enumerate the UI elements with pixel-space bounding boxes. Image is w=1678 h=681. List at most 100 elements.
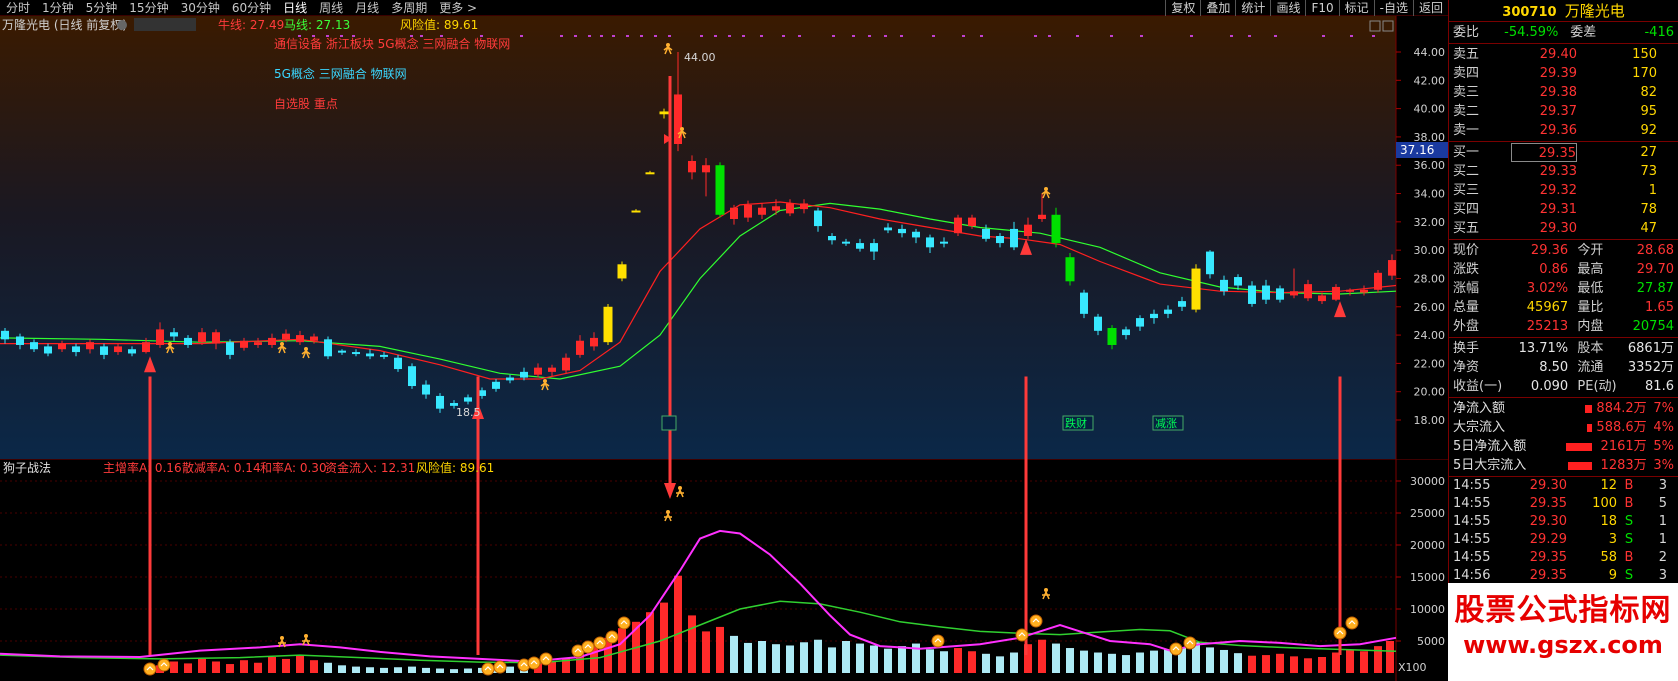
gold-coin-icon xyxy=(539,652,553,666)
candle-body xyxy=(996,236,1004,244)
candle-body xyxy=(1122,329,1130,336)
tab-30min[interactable]: 30分钟 xyxy=(180,0,220,15)
tick-side: S xyxy=(1624,514,1634,529)
blurred-label xyxy=(134,18,196,31)
restore-icon[interactable] xyxy=(1369,20,1381,32)
buy-level-volume: 27 xyxy=(1640,145,1657,160)
tab-60min[interactable]: 60分钟 xyxy=(231,0,272,15)
price-tick-label: 40.00 xyxy=(1414,103,1446,116)
tick-side: S xyxy=(1624,568,1634,583)
tab-fenshi[interactable]: 分时 xyxy=(6,0,31,15)
candle-body xyxy=(156,329,164,345)
tick-side: S xyxy=(1624,532,1634,547)
indicator-title: 狗子战法 xyxy=(3,461,51,475)
tick-count: 1 xyxy=(1658,514,1667,529)
fund-flow-pct: 7% xyxy=(1653,401,1675,416)
overlay-button[interactable]: 叠加 xyxy=(1200,0,1235,16)
candle-body xyxy=(898,228,906,234)
tick-row: 14:55 29.35 100 B 5 xyxy=(1449,495,1678,513)
top-marker xyxy=(640,35,643,37)
indicator-value-4: 资金流入: 12.31 xyxy=(325,460,415,475)
price-tick-label: 36.00 xyxy=(1414,159,1446,172)
candle-body xyxy=(324,339,332,357)
volume-bar xyxy=(464,668,472,673)
candle-body xyxy=(366,353,374,357)
tab-daily[interactable]: 日线 xyxy=(283,0,308,15)
stat-label: 流通 xyxy=(1577,360,1604,375)
signal-runner-icon xyxy=(1045,190,1050,199)
candle-body xyxy=(212,332,220,344)
volume-bar xyxy=(1080,650,1088,673)
indicator-chart[interactable]: 30000 25000 20000 15000 10000 5000 狗子战法 主增率A:… xyxy=(0,459,1448,681)
gold-coin-icon xyxy=(1172,646,1180,651)
tick-row: 14:55 29.30 12 B 3 xyxy=(1449,477,1678,495)
signal-runner-icon xyxy=(666,510,670,514)
back-button[interactable]: 返回 xyxy=(1412,0,1448,16)
maximize-icon[interactable] xyxy=(1382,20,1394,32)
fund-flow-value: 1283万 xyxy=(1600,458,1647,473)
tab-weekly[interactable]: 周线 xyxy=(319,0,344,15)
draw-line-button[interactable]: 画线 xyxy=(1270,0,1305,16)
tab-15min[interactable]: 15分钟 xyxy=(129,0,169,15)
candle-body xyxy=(338,350,346,353)
top-marker xyxy=(884,35,887,37)
candle-body xyxy=(842,241,850,244)
candle-body xyxy=(1065,257,1075,282)
top-marker xyxy=(868,35,871,37)
tab-multi-period[interactable]: 多周期 xyxy=(391,0,428,15)
tick-time: 14:56 xyxy=(1453,568,1491,583)
kline-chart[interactable]: 44.00 42.00 40.00 38.00 36.00 34.00 32.00 30.00… xyxy=(0,16,1448,459)
sell-level-label: 卖三 xyxy=(1453,85,1480,100)
candle-body xyxy=(730,207,738,220)
candle-body xyxy=(436,395,444,409)
price-tick-label: 30.00 xyxy=(1414,244,1446,257)
tab-5min[interactable]: 5分钟 xyxy=(85,0,118,15)
stat-value: 25213 xyxy=(1526,319,1569,334)
volume-bar xyxy=(674,575,682,673)
remove-watchlist-button[interactable]: -自选 xyxy=(1373,0,1413,16)
volume-bar xyxy=(912,643,920,673)
settings-dropdown-icon[interactable] xyxy=(117,20,127,30)
stat-value: 13.71% xyxy=(1518,341,1569,356)
sell-level-label: 卖四 xyxy=(1453,66,1480,81)
candle-body xyxy=(1080,292,1088,314)
tick-count: 2 xyxy=(1658,550,1667,565)
sell-level-row: 卖一 29.36 92 xyxy=(1449,121,1678,140)
candle-body xyxy=(464,397,472,402)
volume-bar xyxy=(758,641,766,673)
restore-right-button[interactable]: 复权 xyxy=(1165,0,1200,16)
tick-time: 14:55 xyxy=(1453,478,1491,493)
buy-level-row: 买五 29.30 47 xyxy=(1449,219,1678,238)
candle-body xyxy=(226,342,234,355)
mark-button[interactable]: 标记 xyxy=(1338,0,1374,16)
gold-coin-icon xyxy=(520,662,528,667)
candle-body xyxy=(282,333,290,340)
indicator-lines xyxy=(0,459,1397,664)
volume-bar xyxy=(996,656,1004,673)
gold-coin-icon xyxy=(1186,640,1194,645)
scale-label: X100 xyxy=(1398,661,1427,674)
top-marker xyxy=(340,35,343,37)
price-tick-label: 34.00 xyxy=(1414,188,1446,201)
candle-body xyxy=(506,377,514,381)
statistics-button[interactable]: 统计 xyxy=(1235,0,1270,16)
volume-bar xyxy=(380,667,388,673)
tab-more[interactable]: 更多 > xyxy=(439,0,478,15)
fund-flow-bar xyxy=(1565,442,1592,451)
stat-label: 内盘 xyxy=(1577,319,1604,334)
buy-level-label: 买三 xyxy=(1453,183,1480,198)
signal-runner-icon xyxy=(678,486,682,490)
top-marker xyxy=(588,35,591,37)
f10-button[interactable]: F10 xyxy=(1305,0,1338,16)
event-tag-2-text: 减涨 xyxy=(1155,417,1177,430)
weibi-value: -54.59% xyxy=(1504,25,1559,40)
tab-monthly[interactable]: 月线 xyxy=(355,0,380,15)
candle-body xyxy=(828,236,836,241)
stat-label: 涨幅 xyxy=(1453,281,1480,296)
volume-bar xyxy=(982,653,990,673)
volume-bar xyxy=(226,664,234,673)
stat-label: 净资 xyxy=(1453,360,1480,375)
candle-body xyxy=(72,346,80,353)
tab-1min[interactable]: 1分钟 xyxy=(42,0,74,15)
high-price-label: 44.00 xyxy=(684,51,716,64)
